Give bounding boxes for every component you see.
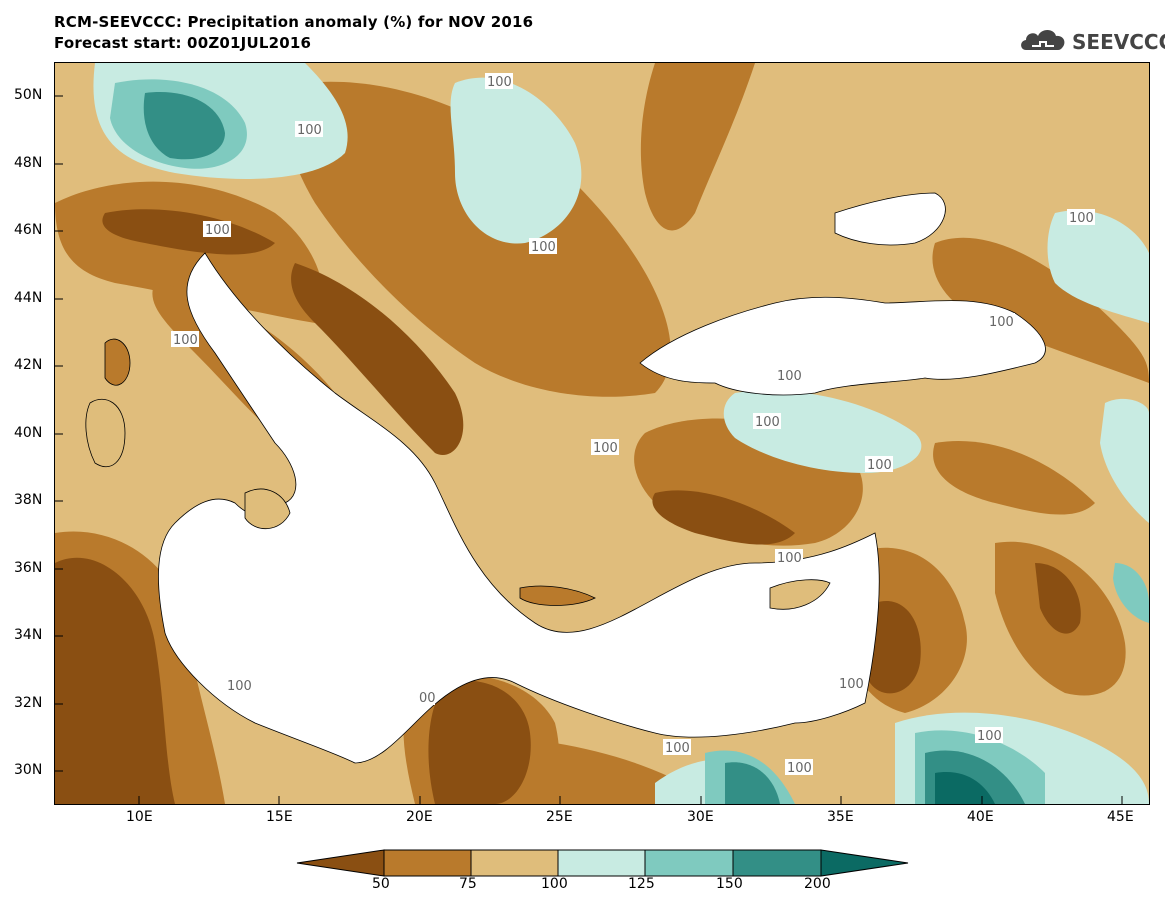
lat-tick-label: 48N xyxy=(14,155,43,171)
contour-label: 100 xyxy=(593,441,618,456)
colorbar-label: 75 xyxy=(459,876,477,892)
lon-tick-label: 40E xyxy=(967,809,994,825)
lat-tick-label: 36N xyxy=(14,560,43,576)
cloud-icon xyxy=(1021,30,1065,50)
colorbar-segment-150-200 xyxy=(732,849,822,877)
contour-label: 100 xyxy=(173,333,198,348)
contour-label: 100 xyxy=(205,223,230,238)
colorbar-label: 100 xyxy=(541,876,568,892)
chart-title: RCM-SEEVCCC: Precipitation anomaly (%) f… xyxy=(54,13,534,31)
sea-areas xyxy=(158,192,1046,764)
lon-tick-label: 30E xyxy=(687,809,714,825)
lon-tick-label: 15E xyxy=(266,809,293,825)
contour-label: 100 xyxy=(777,369,802,384)
contour-label: 100 xyxy=(487,75,512,90)
colorbar-label: 150 xyxy=(716,876,743,892)
seevccc-logo: SEEVCCC xyxy=(1018,24,1165,56)
contour-label: 100 xyxy=(755,415,780,430)
lon-tick-label: 25E xyxy=(546,809,573,825)
contour-label: 100 xyxy=(787,761,812,776)
lat-tick-label: 38N xyxy=(14,492,43,508)
colorbar-segment-above-200 xyxy=(820,849,909,877)
precipitation-anomaly-map: 100 100 100 100 100 100 100 100 100 100 … xyxy=(54,62,1150,805)
lon-tick-label: 45E xyxy=(1107,809,1134,825)
lon-tick-label: 20E xyxy=(406,809,433,825)
contour-label: 100 xyxy=(297,123,322,138)
contour-label: 100 xyxy=(777,551,802,566)
forecast-start-subtitle: Forecast start: 00Z01JUL2016 xyxy=(54,34,312,52)
lat-tick-label: 42N xyxy=(14,357,43,373)
lat-tick-label: 30N xyxy=(14,762,43,778)
colorbar-segment-50-75 xyxy=(383,849,472,877)
contour-label: 100 xyxy=(839,677,864,692)
colorbar-segment-75-100 xyxy=(470,849,559,877)
contour-label: 100 xyxy=(1069,211,1094,226)
contour-label: 00 xyxy=(419,691,436,706)
colorbar-label: 200 xyxy=(804,876,831,892)
anomaly-above-200-areas xyxy=(935,772,995,804)
lat-tick-label: 50N xyxy=(14,87,43,103)
contour-label: 100 xyxy=(665,741,690,756)
contour-label: 100 xyxy=(531,240,556,255)
contour-label: 100 xyxy=(867,458,892,473)
anomaly-150-200-areas xyxy=(143,92,1025,804)
logo-text: SEEVCCC xyxy=(1072,30,1165,54)
lat-tick-label: 46N xyxy=(14,222,43,238)
lat-tick-label: 34N xyxy=(14,627,43,643)
colorbar-segment-below-50 xyxy=(296,849,385,877)
contour-label: 100 xyxy=(989,315,1014,330)
colorbar-label: 50 xyxy=(372,876,390,892)
lat-tick-label: 32N xyxy=(14,695,43,711)
islands xyxy=(85,338,831,610)
lon-tick-label: 35E xyxy=(827,809,854,825)
colorbar-segment-125-150 xyxy=(644,849,734,877)
lat-tick-label: 40N xyxy=(14,425,43,441)
contour-label: 100 xyxy=(977,729,1002,744)
lat-tick-label: 44N xyxy=(14,290,43,306)
colorbar-segment-100-125 xyxy=(557,849,646,877)
contour-label: 100 xyxy=(227,679,252,694)
lon-tick-label: 10E xyxy=(126,809,153,825)
colorbar-label: 125 xyxy=(628,876,655,892)
